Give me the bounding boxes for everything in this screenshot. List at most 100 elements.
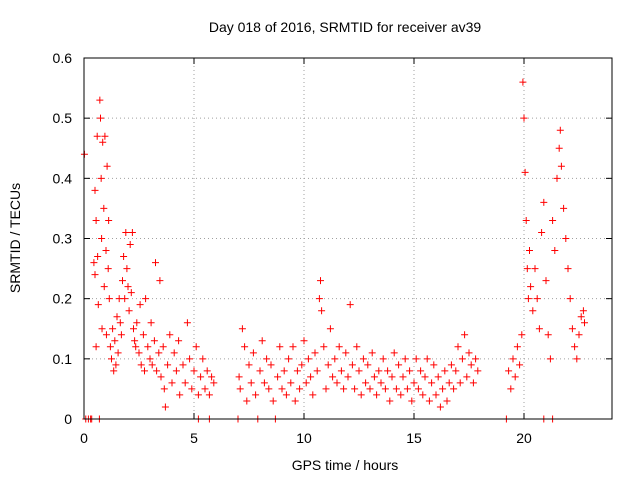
data-point [274, 373, 282, 381]
data-point [529, 307, 537, 315]
data-point [333, 379, 341, 387]
data-point [188, 385, 196, 393]
data-point [97, 174, 105, 182]
data-point [454, 343, 462, 351]
x-tick-label: 0 [80, 430, 88, 446]
data-point [265, 385, 273, 393]
x-tick-label: 15 [406, 430, 422, 446]
data-point [432, 391, 440, 399]
data-point [523, 265, 531, 273]
data-point [329, 373, 337, 381]
data-point [452, 367, 460, 375]
data-point [280, 367, 288, 375]
data-point [311, 349, 319, 357]
data-point [131, 337, 139, 345]
data-point [359, 355, 367, 363]
data-point [434, 373, 442, 381]
data-point [258, 337, 266, 345]
data-point [175, 337, 183, 345]
data-point [172, 367, 180, 375]
data-point [199, 355, 207, 363]
data-point [395, 361, 403, 369]
data-point [96, 96, 104, 104]
data-point [527, 283, 535, 291]
data-point [331, 355, 339, 363]
data-point [97, 114, 104, 122]
data-point [421, 373, 429, 381]
data-point [210, 379, 218, 387]
data-point [176, 391, 184, 399]
data-point [141, 367, 148, 375]
data-point [447, 361, 455, 369]
data-point [100, 204, 108, 212]
data-point [577, 313, 585, 321]
data-point [538, 228, 546, 236]
data-point [153, 367, 161, 375]
data-point [157, 373, 165, 381]
data-point [535, 325, 543, 333]
data-point [384, 367, 392, 375]
data-point [533, 295, 541, 303]
data-point [366, 385, 374, 393]
x-axis-label: GPS time / hours [292, 457, 399, 473]
data-point [243, 397, 251, 405]
data-point [465, 349, 473, 357]
data-point [192, 343, 200, 351]
data-point [353, 343, 361, 351]
data-point [124, 283, 132, 291]
data-point [324, 361, 332, 369]
data-point [113, 313, 121, 321]
data-point [197, 373, 205, 381]
data-point [101, 132, 109, 140]
data-point [133, 319, 141, 327]
data-point [147, 319, 155, 327]
data-point [362, 379, 370, 387]
data-point [309, 391, 317, 399]
data-point [410, 379, 418, 387]
data-point [302, 379, 310, 387]
data-point [340, 385, 348, 393]
data-point [519, 78, 527, 86]
data-point [256, 367, 264, 375]
data-point [375, 367, 383, 375]
data-point [403, 385, 411, 393]
data-point [128, 228, 136, 236]
data-point [148, 361, 156, 369]
data-point [518, 331, 526, 339]
data-point [516, 361, 524, 369]
data-point [412, 355, 420, 363]
data-point [474, 367, 482, 375]
data-point [401, 355, 409, 363]
data-point [425, 397, 433, 405]
data-point [377, 379, 385, 387]
data-point [571, 343, 579, 351]
data-point [579, 307, 587, 315]
data-point [170, 349, 178, 357]
data-point [417, 367, 425, 375]
data-point [355, 367, 363, 375]
data-point [112, 361, 120, 369]
data-point [102, 247, 110, 255]
data-point [520, 114, 528, 122]
data-point [110, 367, 118, 375]
data-point [90, 259, 98, 267]
data-point [307, 373, 315, 381]
data-point [320, 343, 328, 351]
data-point [368, 349, 376, 357]
data-point [94, 301, 102, 309]
data-point [119, 277, 126, 285]
data-point [458, 355, 466, 363]
data-point [522, 216, 530, 224]
data-point [94, 253, 102, 261]
x-tick-label: 10 [296, 430, 312, 446]
data-point [241, 343, 249, 351]
data-point [181, 379, 189, 387]
data-point [373, 391, 381, 399]
data-point [252, 391, 260, 399]
data-point [144, 343, 152, 351]
data-point [168, 379, 176, 387]
data-point [123, 265, 131, 273]
data-point [509, 355, 517, 363]
data-point [208, 373, 216, 381]
data-point [540, 198, 548, 206]
